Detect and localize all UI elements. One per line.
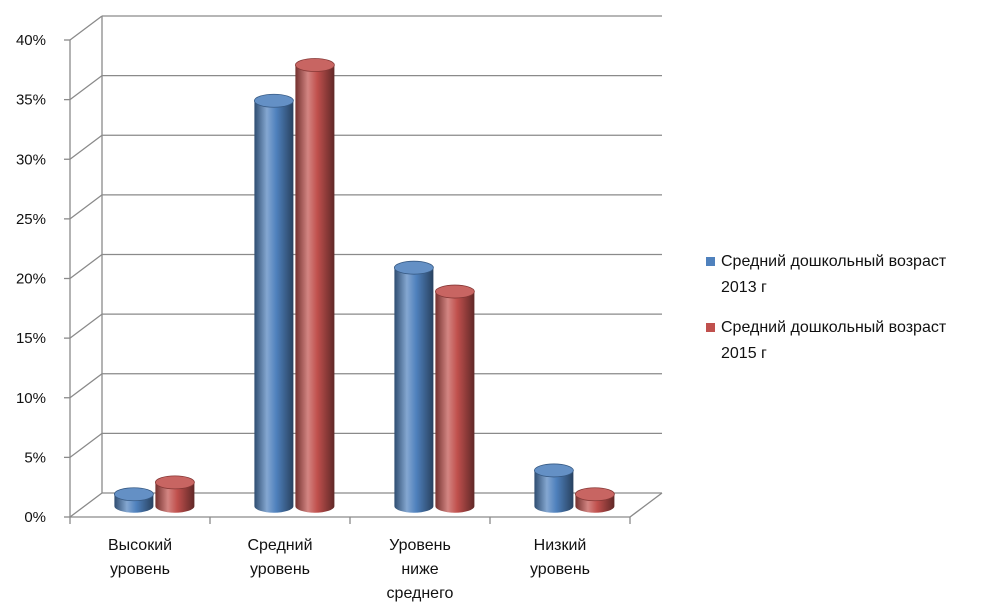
bar-body-series-2-category-2 [295,64,335,513]
x-tick-label-4: Низкий уровень [529,537,590,578]
y-tick-label-8: 35% [16,92,46,109]
x-tick-label-2: Средний уровень [247,537,313,578]
bar-series-2-category-1 [154,475,195,513]
bar-series-1-category-2 [253,93,294,513]
y-tick-label-2: 5% [24,449,46,466]
bars [113,58,615,513]
legend-swatch-series-2 [706,323,715,332]
legend-label-series-1: Средний дошкольный возраст 2013 г [721,253,947,296]
side-wall-line-2 [69,432,103,458]
y-tick-label-5: 20% [16,271,46,288]
x-tick-label-3: Уровень ниже среднего [386,537,454,602]
bar-top-series-1-category-4 [534,463,574,478]
bar-series-2-category-4 [575,487,615,513]
bar-top-series-2-category-3 [434,284,475,299]
legend-swatch-fill-series-2 [706,323,715,332]
bar-top-series-1-category-1 [113,487,154,502]
y-tick-label-9: 40% [16,32,46,49]
side-wall-line-1 [69,492,103,518]
bar-body-series-1-category-4 [534,470,574,513]
bar-series-1-category-3 [393,260,434,513]
y-tick-label-3: 10% [16,390,46,407]
legend-item-series-1: Средний дошкольный возраст 2013 г [706,249,971,301]
y-tick-label-7: 30% [16,151,46,168]
side-wall-line-5 [69,253,103,280]
side-wall-line-3 [69,373,103,399]
bar-top-series-2-category-1 [154,475,195,490]
bar-body-series-2-category-3 [435,291,475,513]
legend: Средний дошкольный возраст 2013 г Средни… [706,249,971,381]
side-wall-line-9 [69,15,103,41]
bar-top-series-2-category-4 [575,487,615,502]
side-wall-line-4 [69,313,103,339]
bar-body-series-2-category-1 [155,482,195,513]
bar-top-series-1-category-3 [393,260,434,275]
legend-swatch-series-1 [706,257,715,266]
bar-body-series-1-category-3 [394,267,434,513]
legend-item-series-2: Средний дошкольный возраст 2015 г [706,315,971,367]
bar-top-series-1-category-2 [253,93,294,108]
legend-label-series-2: Средний дошкольный возраст 2015 г [721,319,947,362]
side-wall-line-7 [69,134,103,160]
y-tick-label-4: 15% [16,330,46,347]
bar-series-1-category-1 [113,487,154,513]
bar-series-2-category-2 [294,58,335,513]
chart-walls [69,15,663,524]
bar-series-1-category-4 [534,463,574,513]
side-wall-line-8 [69,75,103,101]
floor-side-edge [629,492,663,518]
y-tick-label-1: 0% [24,509,46,526]
bar-top-series-2-category-2 [294,58,335,72]
legend-swatch-fill-series-1 [706,257,715,266]
bar-body-series-1-category-2 [254,100,294,513]
y-tick-label-6: 25% [16,211,46,228]
x-tick-label-1: Высокий уровень [107,537,173,578]
side-wall-line-6 [69,194,103,220]
bar-series-2-category-3 [434,284,475,513]
y-axis: 0% 5% 10% 15% 20% 25% 30% 35% 40% [16,32,70,526]
